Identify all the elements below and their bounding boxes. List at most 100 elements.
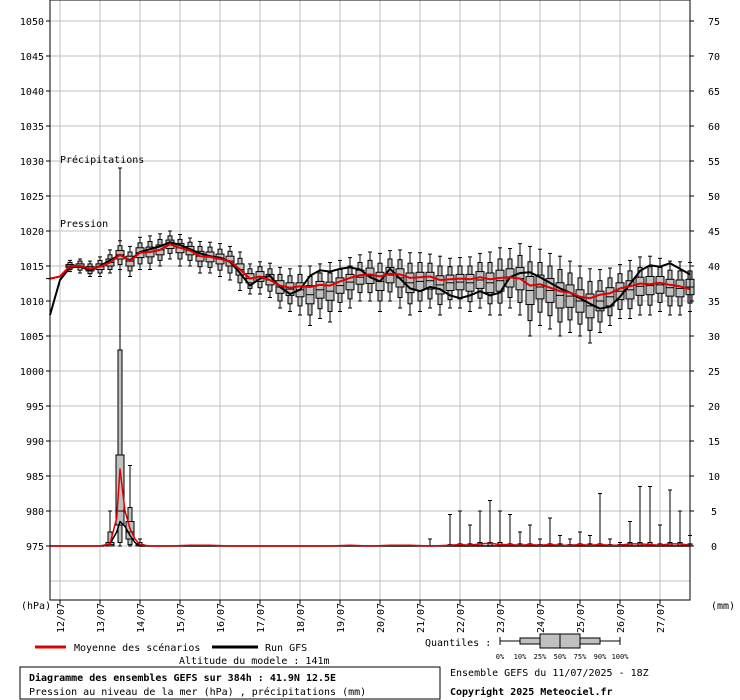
pressure-box (655, 257, 665, 312)
left-tick-label: 980 (26, 507, 44, 518)
pressure-box (455, 257, 465, 309)
right-tick-label: 10 (708, 472, 720, 483)
right-axis-unit: (mm) (711, 601, 735, 612)
date-tick-label: 26/07 (616, 603, 627, 633)
date-tick-label: 19/07 (336, 603, 347, 633)
right-tick-label: 20 (708, 402, 720, 413)
pressure-box (465, 256, 475, 312)
left-tick-label: 1050 (20, 17, 44, 28)
date-tick-label: 20/07 (376, 603, 387, 633)
chart-subtitle: Pression au niveau de la mer (hPa) , pré… (29, 686, 366, 698)
pressure-box (555, 255, 565, 337)
plot-frame (49, 0, 691, 601)
right-tick-label: 15 (708, 437, 720, 448)
date-tick-label: 17/07 (256, 603, 267, 633)
pressure-panel-label: Pression (60, 219, 108, 230)
altitude-label: Altitude du modele : 141m (179, 656, 330, 667)
pressure-box (475, 252, 485, 309)
pressure-box (675, 261, 685, 316)
box-25-75 (115, 454, 125, 526)
right-tick-label: 50 (708, 192, 720, 203)
date-tick-label: 24/07 (536, 603, 547, 633)
right-tick-label: 60 (708, 122, 720, 133)
right-tick-label: 45 (708, 227, 720, 238)
left-tick-label: 1025 (20, 192, 44, 203)
date-tick-label: 22/07 (456, 603, 467, 633)
chart-title: Diagramme des ensembles GEFS sur 384h : … (29, 672, 336, 684)
pressure-box (495, 247, 505, 316)
left-axis-ticks: 975 980 985 990 995 1000 1005 1010 1015 1020 1025 1… (20, 17, 50, 553)
pressure-box (575, 265, 585, 337)
left-axis-unit: (hPa) (21, 601, 51, 612)
box-10-90 (117, 349, 123, 543)
pressure-box (345, 257, 355, 309)
pressure-box (565, 260, 575, 333)
left-tick-label: 1035 (20, 122, 44, 133)
right-tick-label: 30 (708, 332, 720, 343)
left-tick-label: 1020 (20, 227, 44, 238)
copyright: Copyright 2025 Meteociel.fr (450, 686, 613, 698)
quantile-tick-label: 90% (594, 653, 607, 661)
date-tick-label: 15/07 (176, 603, 187, 633)
quantile-tick-label: 75% (574, 653, 587, 661)
date-tick-label: 13/07 (96, 603, 107, 633)
left-tick-label: 990 (26, 437, 44, 448)
right-tick-label: 55 (708, 157, 720, 168)
left-tick-label: 1000 (20, 367, 44, 378)
pressure-box (665, 260, 675, 316)
pressure-box (425, 253, 435, 309)
pressure-box (445, 257, 455, 309)
pressure-mean-line (49, 243, 691, 300)
left-tick-label: 1045 (20, 52, 44, 63)
quantile-legend-glyph (499, 633, 621, 649)
date-tick-label: 27/07 (656, 603, 667, 633)
run-label: Ensemble GEFS du 11/07/2025 - 18Z (450, 668, 649, 679)
left-tick-label: 1005 (20, 332, 44, 343)
date-tick-label: 16/07 (216, 603, 227, 633)
box-25-75 (125, 521, 135, 540)
date-tick-label: 18/07 (296, 603, 307, 633)
left-tick-label: 995 (26, 402, 44, 413)
pressure-box (525, 245, 535, 337)
right-tick-label: 65 (708, 87, 720, 98)
right-tick-label: 25 (708, 367, 720, 378)
right-tick-label: 35 (708, 297, 720, 308)
quantiles-label: Quantiles : (425, 638, 491, 649)
date-axis-ticks: 12/07 13/07 14/07 15/07 16/07 17/07 18/07 19/07… (56, 600, 667, 633)
left-tick-label: 985 (26, 472, 44, 483)
date-tick-label: 12/07 (56, 603, 67, 633)
quantile-legend-ticks: 0% 10% 25% 50% 75% 90% 100% (496, 653, 629, 661)
gfs-legend-label: Run GFS (265, 643, 307, 654)
pressure-box (405, 252, 415, 316)
date-tick-label: 21/07 (416, 603, 427, 633)
pressure-box (285, 268, 295, 312)
right-tick-label: 40 (708, 262, 720, 273)
mean-legend-label: Moyenne des scénarios (74, 642, 200, 654)
quantile-tick-label: 10% (514, 653, 527, 661)
quantile-tick-label: 50% (554, 653, 567, 661)
precip-mean-line (50, 468, 691, 547)
date-tick-label: 23/07 (496, 603, 507, 633)
date-tick-label: 25/07 (576, 603, 587, 633)
pressure-box (435, 255, 445, 316)
quantile-tick-label: 25% (534, 653, 547, 661)
left-tick-label: 1010 (20, 297, 44, 308)
pressure-box (535, 248, 545, 326)
right-tick-label: 0 (711, 542, 717, 553)
title-box (19, 666, 441, 700)
right-tick-label: 75 (708, 17, 720, 28)
pressure-box (595, 269, 605, 333)
lines-layer (49, 241, 691, 547)
quantile-tick-label: 100% (612, 653, 630, 661)
right-tick-label: 70 (708, 52, 720, 63)
precip-panel-label: Précipitations (60, 154, 144, 166)
left-tick-label: 1030 (20, 157, 44, 168)
pressure-box (315, 263, 325, 319)
right-axis-ticks: 0 5 10 15 20 25 30 35 40 45 50 55 60 65 70 75 (690, 17, 720, 553)
quantile-tick-label: 0% (496, 653, 505, 661)
pressure-box (305, 265, 315, 326)
pressure-box (645, 255, 655, 316)
date-tick-label: 14/07 (136, 603, 147, 633)
pressure-gfs-line (49, 241, 691, 316)
